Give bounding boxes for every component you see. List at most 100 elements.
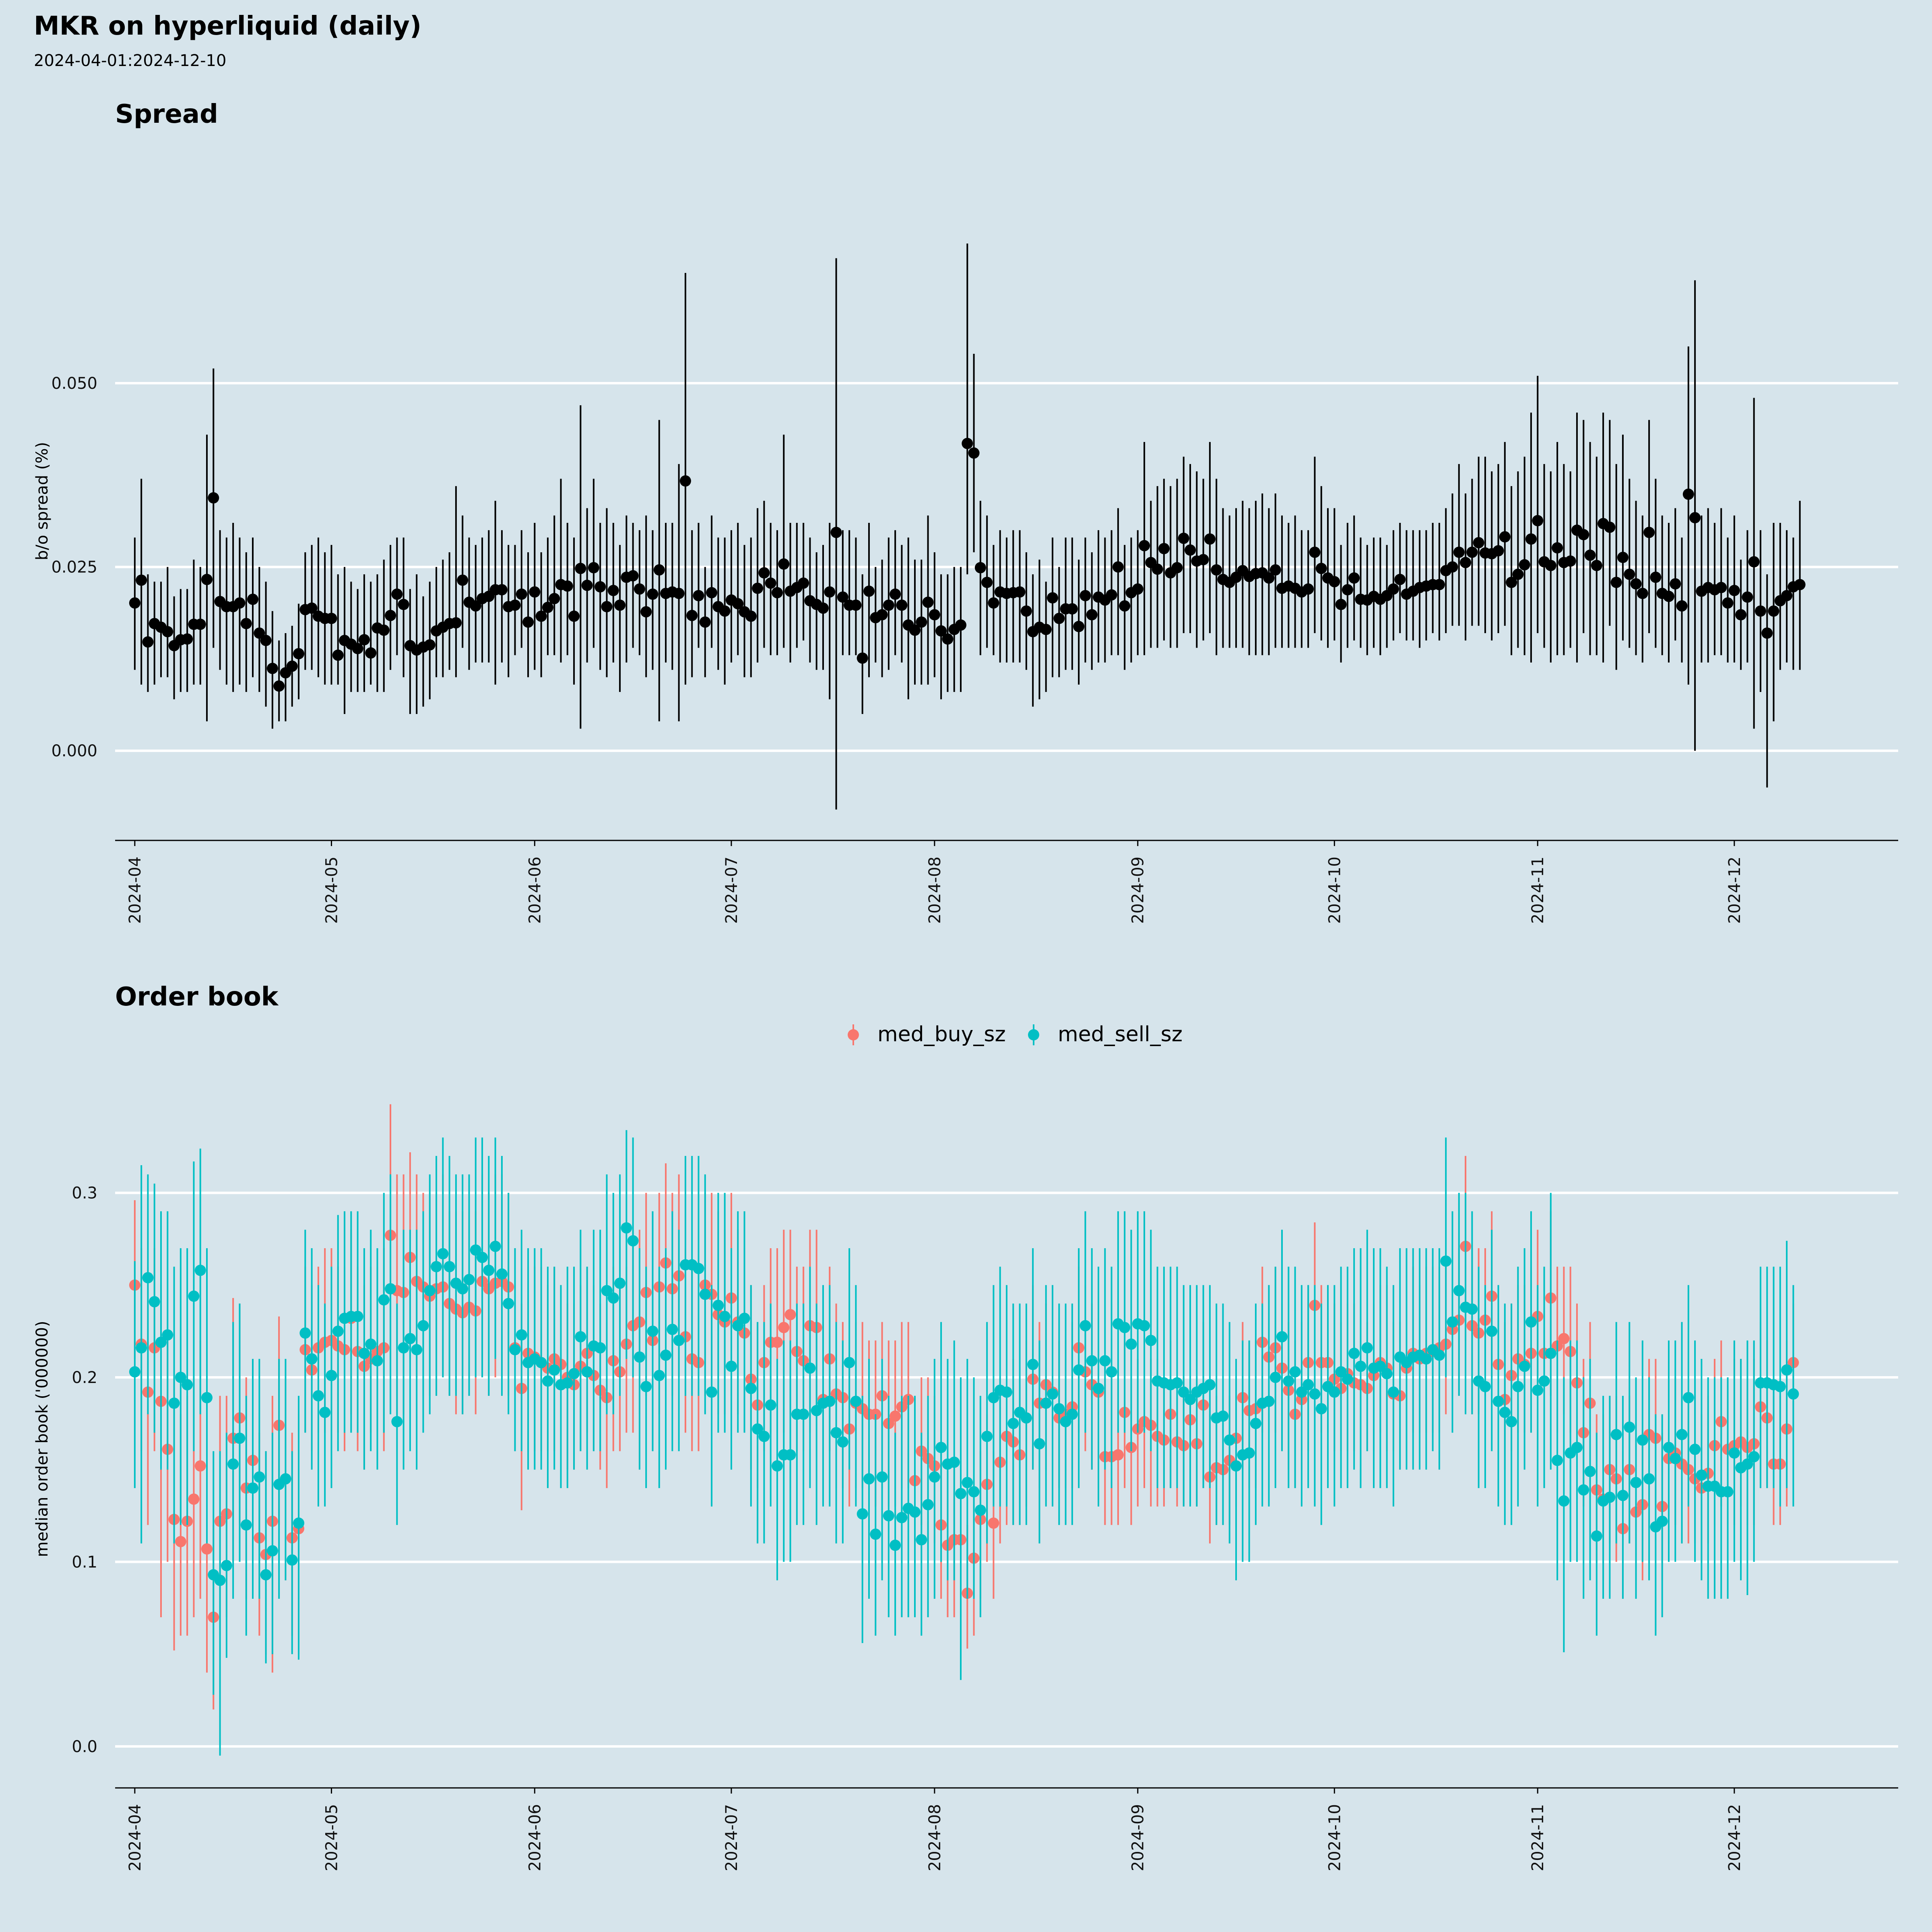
data-point	[1014, 586, 1026, 598]
data-point	[227, 1458, 239, 1470]
data-point	[712, 1300, 724, 1311]
x-tick-label: 2024-12	[1726, 857, 1744, 924]
data-point	[1119, 1322, 1131, 1333]
data-point	[890, 588, 901, 600]
data-point	[1578, 1484, 1589, 1496]
data-point	[417, 1320, 429, 1331]
x-tick-label: 2024-04	[126, 857, 144, 924]
x-tick-label: 2024-12	[1726, 1804, 1744, 1871]
data-point	[1735, 609, 1747, 621]
data-point	[1466, 547, 1478, 558]
data-point	[798, 1408, 809, 1420]
y-tick-label: 0.1	[72, 1553, 97, 1571]
data-point	[929, 609, 940, 621]
data-point	[136, 1342, 147, 1354]
data-point	[837, 1436, 848, 1448]
data-point	[1047, 1388, 1059, 1400]
data-point	[1637, 1434, 1648, 1446]
data-point	[549, 1364, 560, 1376]
data-point	[549, 593, 560, 605]
data-point	[1604, 1491, 1616, 1503]
data-point	[1571, 1442, 1583, 1453]
data-point	[1125, 1338, 1137, 1350]
data-point	[391, 588, 403, 600]
data-point	[1073, 621, 1085, 632]
data-point	[1381, 1368, 1393, 1379]
x-tick-label: 2024-07	[722, 1804, 741, 1871]
data-point	[568, 610, 580, 622]
figure-title: MKR on hyperliquid (daily)	[34, 11, 422, 41]
y-tick-label: 0.025	[51, 558, 97, 577]
data-point	[765, 577, 776, 589]
data-point	[372, 1355, 383, 1366]
data-point	[1696, 1469, 1707, 1481]
data-point	[1243, 1447, 1255, 1459]
data-point	[1178, 533, 1189, 544]
data-point	[634, 583, 645, 595]
data-point	[496, 1268, 508, 1280]
data-point	[1525, 533, 1537, 545]
data-point	[627, 1235, 639, 1247]
data-point	[509, 1344, 521, 1356]
data-point	[719, 1311, 731, 1322]
data-point	[306, 1353, 318, 1365]
data-point	[1656, 1515, 1668, 1527]
data-point	[745, 610, 757, 622]
data-point	[778, 558, 790, 570]
data-point	[254, 1471, 265, 1483]
data-point	[640, 1381, 652, 1392]
data-point	[594, 581, 606, 592]
data-point	[942, 633, 954, 645]
data-point	[1670, 1453, 1681, 1464]
data-point	[962, 438, 973, 449]
data-point	[824, 586, 836, 598]
orderbook-x-ticks: 2024-04 2024-05 2024-06 2024-07 2024-08 2024-…	[126, 1788, 1744, 1871]
data-point	[1020, 1412, 1032, 1424]
data-point	[1604, 521, 1616, 533]
data-point	[201, 574, 213, 585]
data-point	[857, 652, 868, 664]
data-point	[260, 635, 272, 646]
data-point	[188, 1290, 200, 1302]
data-point	[1558, 1495, 1570, 1507]
data-point	[332, 1325, 344, 1337]
data-point	[1145, 1335, 1157, 1346]
legend-label-sell: med_sell_sz	[1058, 1022, 1183, 1046]
data-point	[667, 1323, 678, 1335]
data-point	[175, 1372, 186, 1383]
data-point	[306, 602, 318, 614]
data-point	[1584, 549, 1596, 561]
data-point	[286, 1554, 298, 1566]
data-point	[863, 585, 875, 597]
data-point	[837, 591, 848, 603]
data-point	[496, 584, 508, 596]
data-point	[1053, 1403, 1065, 1414]
data-point	[909, 1506, 921, 1518]
data-point	[1774, 1381, 1786, 1392]
data-point	[450, 617, 462, 629]
data-point	[358, 634, 370, 646]
data-point	[1748, 1451, 1760, 1463]
data-point	[266, 1545, 278, 1556]
spread-y-axis-label: b/o spread (%)	[33, 442, 52, 560]
data-point	[194, 1265, 206, 1276]
data-point	[1768, 605, 1779, 617]
data-point	[1302, 583, 1314, 595]
data-point	[240, 618, 252, 630]
y-tick-label: 0.3	[72, 1184, 97, 1203]
data-point	[660, 1350, 672, 1361]
data-point	[1492, 1395, 1504, 1407]
data-point	[883, 1510, 894, 1521]
data-point	[1112, 561, 1124, 573]
data-point	[1276, 1331, 1288, 1343]
data-point	[155, 1336, 167, 1348]
data-point	[1525, 1316, 1537, 1328]
data-point	[1342, 1373, 1353, 1385]
data-point	[955, 1488, 966, 1499]
data-point	[424, 1285, 436, 1296]
data-point	[1591, 559, 1602, 571]
data-point	[988, 1392, 999, 1404]
data-point	[1342, 584, 1353, 596]
data-point	[699, 616, 711, 628]
data-point	[594, 1342, 606, 1354]
